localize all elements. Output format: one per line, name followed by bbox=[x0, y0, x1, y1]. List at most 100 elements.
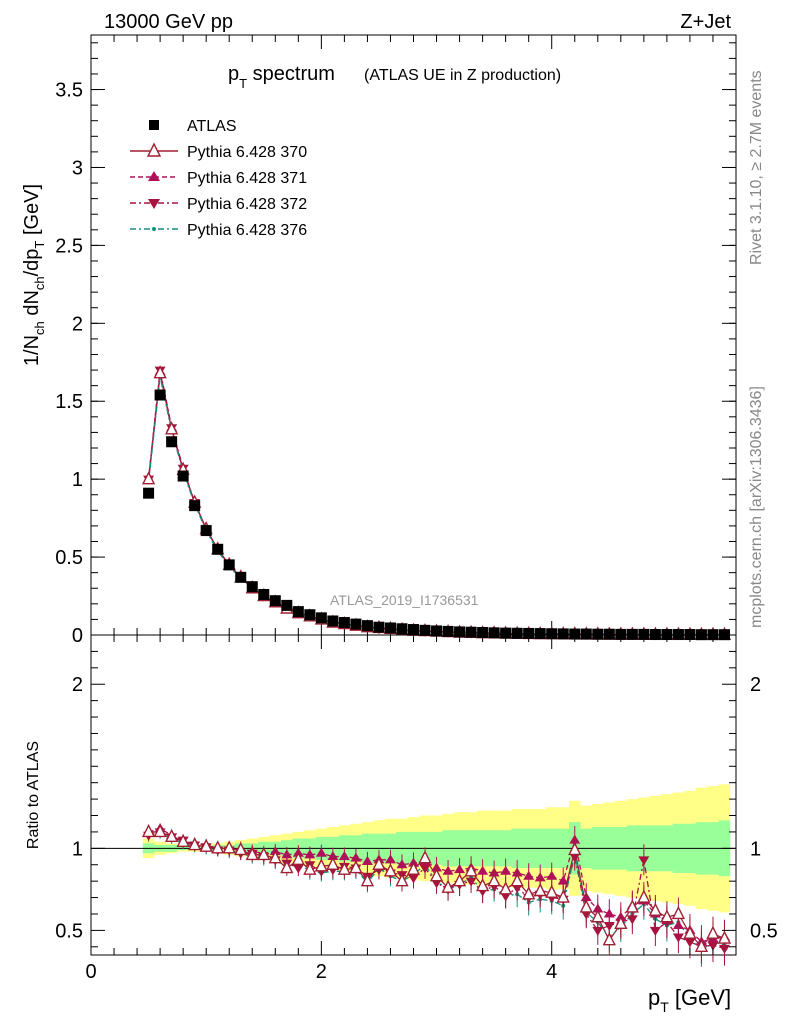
legend-marker bbox=[148, 171, 160, 181]
rivet-label: Rivet 3.1.10, ≥ 2.7M events bbox=[748, 70, 765, 265]
ratio-point bbox=[304, 849, 316, 859]
ratio-point bbox=[199, 838, 213, 852]
data-point bbox=[327, 615, 339, 627]
data-point bbox=[315, 612, 327, 624]
ratio-point bbox=[602, 932, 616, 946]
ratio-point bbox=[268, 850, 282, 864]
svg-text:pT [GeV]: pT [GeV] bbox=[648, 985, 731, 1015]
data-point bbox=[384, 622, 396, 634]
header-right: Z+Jet bbox=[680, 11, 731, 33]
x-tick-label: 2 bbox=[316, 961, 327, 983]
ratio-point bbox=[464, 863, 478, 877]
ratio-point bbox=[384, 854, 396, 864]
legend-label: Pythia 6.428 371 bbox=[187, 170, 307, 187]
plot-title: pT spectrum bbox=[228, 63, 335, 91]
ratio-y-tick-label: 1 bbox=[72, 838, 83, 860]
data-point bbox=[534, 628, 546, 640]
ratio-point bbox=[337, 861, 352, 875]
data-point bbox=[523, 627, 535, 639]
ratio-point bbox=[637, 889, 651, 903]
main-plot-panel: 0 0.5 1 1.5 2 2.5 3 3.5 ATLAS_2019_I1736531 pT … bbox=[21, 34, 737, 647]
ratio-point bbox=[557, 875, 569, 885]
data-point bbox=[177, 470, 189, 482]
ratio-point bbox=[164, 828, 179, 843]
data-point bbox=[338, 617, 350, 629]
ratio-point bbox=[591, 909, 605, 923]
ratio-point bbox=[222, 840, 236, 854]
legend-label: Pythia 6.428 372 bbox=[187, 196, 307, 213]
ratio-point bbox=[338, 851, 350, 861]
data-point bbox=[603, 628, 615, 640]
ratio-point bbox=[245, 846, 259, 861]
data-point bbox=[511, 627, 523, 639]
ratio-point bbox=[683, 925, 697, 939]
ratio-y-tick-label-right: 2 bbox=[750, 674, 761, 696]
legend-marker bbox=[146, 142, 162, 157]
ratio-point bbox=[141, 823, 156, 838]
ratio-point bbox=[360, 873, 375, 887]
data-point bbox=[465, 626, 477, 638]
data-point bbox=[396, 623, 408, 635]
ratio-point bbox=[614, 915, 628, 930]
ratio-point bbox=[153, 823, 167, 838]
y-tick-label: 1 bbox=[72, 469, 83, 491]
ratio-y-label: Ratio to ATLAS bbox=[25, 741, 42, 849]
ratio-point bbox=[257, 846, 271, 861]
ratio-point bbox=[291, 851, 305, 866]
legend-marker bbox=[152, 227, 156, 231]
ratio-point bbox=[326, 856, 340, 870]
ratio-point bbox=[648, 902, 663, 916]
data-point bbox=[557, 628, 569, 640]
plot-title-p: p bbox=[228, 63, 239, 85]
data-point bbox=[223, 559, 235, 571]
data-point bbox=[500, 627, 512, 639]
ratio-y-tick-label-right: 0.5 bbox=[750, 920, 778, 942]
ratio-point bbox=[603, 908, 615, 918]
data-point bbox=[546, 628, 558, 640]
data-point bbox=[143, 487, 155, 499]
data-point bbox=[200, 525, 212, 537]
ratio-point bbox=[280, 859, 294, 874]
ratio-series bbox=[141, 823, 732, 967]
x-tick-label: 0 bbox=[85, 961, 96, 983]
y-tick-label: 2 bbox=[72, 313, 83, 335]
ratio-point bbox=[546, 870, 558, 880]
y-tick-label: 3 bbox=[72, 157, 83, 179]
mcplots-label: mcplots.cern.ch [arXiv:1306.3436] bbox=[748, 386, 765, 628]
y-tick-label: 3.5 bbox=[55, 80, 83, 102]
data-point bbox=[419, 624, 431, 636]
ratio-point bbox=[706, 925, 720, 939]
legend: ATLAS Pythia 6.428 370 Pythia 6.428 371 Pyt… bbox=[130, 118, 307, 239]
ratio-point bbox=[556, 889, 570, 903]
data-point bbox=[269, 595, 281, 607]
ratio-point bbox=[372, 856, 386, 870]
y-tick-label: 1.5 bbox=[55, 391, 83, 413]
ratio-point bbox=[523, 870, 535, 880]
ratio-point bbox=[477, 865, 489, 875]
mc-point bbox=[141, 471, 156, 485]
ratio-point bbox=[396, 859, 408, 869]
svg-text:1/Nch dNch/dpT [GeV]: 1/Nch dNch/dpT [GeV] bbox=[21, 184, 47, 366]
legend-marker bbox=[148, 199, 160, 209]
data-point bbox=[246, 581, 258, 593]
y-tick-label: 2.5 bbox=[55, 235, 83, 257]
ratio-point bbox=[303, 861, 317, 875]
data-point bbox=[212, 543, 224, 555]
ratio-point bbox=[442, 865, 454, 875]
data-point bbox=[281, 599, 293, 611]
x-tick-label: 4 bbox=[546, 961, 557, 983]
ratio-point bbox=[327, 851, 339, 861]
ratio-y-tick-label: 2 bbox=[72, 674, 83, 696]
ratio-point bbox=[314, 858, 328, 872]
ratio-point bbox=[717, 930, 732, 944]
data-point bbox=[488, 627, 500, 639]
y-axis-label: 1/Nch dNch/dpT [GeV] bbox=[21, 184, 47, 366]
ratio-y-tick-label: 0.5 bbox=[55, 920, 83, 942]
data-point bbox=[235, 571, 247, 583]
ratio-point bbox=[638, 856, 650, 866]
mc-point bbox=[164, 421, 179, 435]
y-tick-label: 0 bbox=[72, 625, 83, 647]
ratio-point bbox=[188, 836, 202, 851]
ratio-point bbox=[694, 938, 709, 952]
